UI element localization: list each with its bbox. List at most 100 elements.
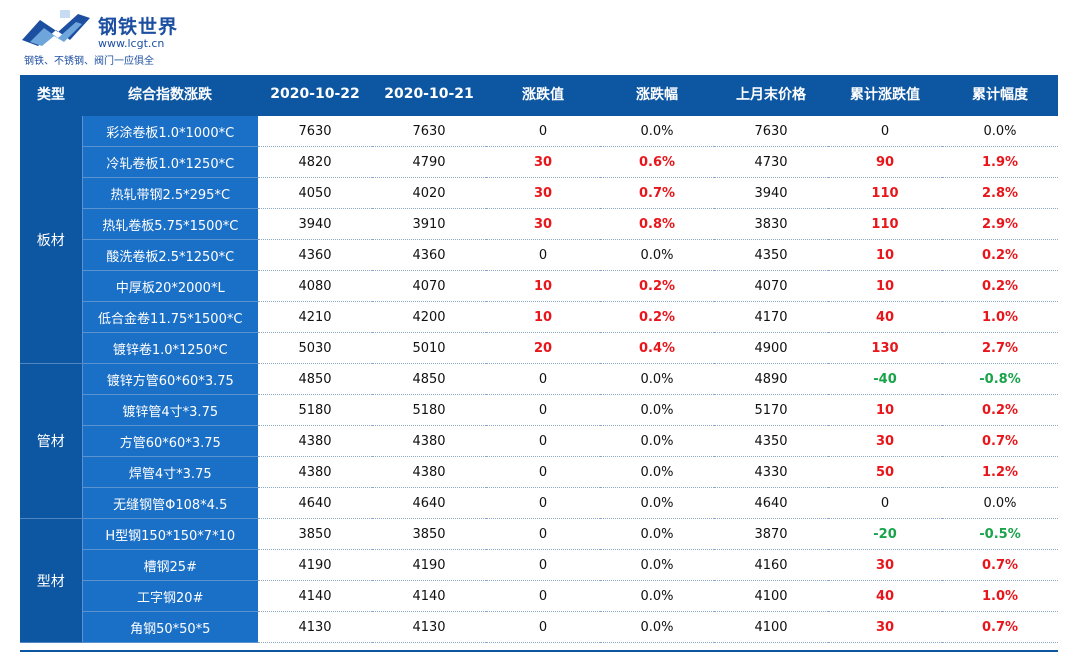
cumulative-change-cell: -40 bbox=[828, 363, 942, 395]
change-value-cell: 30 bbox=[486, 146, 600, 178]
header-date-1: 2020-10-22 bbox=[258, 75, 372, 115]
cumulative-pct-cell: 1.0% bbox=[942, 580, 1058, 612]
cumulative-pct-cell: 0.2% bbox=[942, 270, 1058, 302]
change-value-cell: 0 bbox=[486, 518, 600, 550]
price-2020-10-22-cell: 4640 bbox=[258, 487, 372, 519]
price-2020-10-22-cell: 3850 bbox=[258, 518, 372, 550]
price-2020-10-21-cell: 4140 bbox=[372, 580, 486, 612]
table-row: 槽钢25# 4190 4190 0 0.0% 4160 30 0.7% bbox=[20, 549, 1058, 581]
change-pct-cell: 0.6% bbox=[600, 146, 714, 178]
price-2020-10-22-cell: 3940 bbox=[258, 208, 372, 240]
change-pct-cell: 0.0% bbox=[600, 611, 714, 643]
change-value-cell: 0 bbox=[486, 113, 600, 147]
change-value-cell: 0 bbox=[486, 611, 600, 643]
product-name-cell: 冷轧卷板1.0*1250*C bbox=[81, 146, 258, 178]
price-2020-10-21-cell: 5010 bbox=[372, 332, 486, 364]
price-2020-10-21-cell: 7630 bbox=[372, 113, 486, 147]
change-pct-cell: 0.7% bbox=[600, 177, 714, 209]
change-value-cell: 0 bbox=[486, 363, 600, 395]
product-name-cell: 热轧带钢2.5*295*C bbox=[81, 177, 258, 209]
price-2020-10-21-cell: 5180 bbox=[372, 394, 486, 426]
cumulative-change-cell: 110 bbox=[828, 177, 942, 209]
price-2020-10-21-cell: 3910 bbox=[372, 208, 486, 240]
price-2020-10-22-cell: 4380 bbox=[258, 425, 372, 457]
price-2020-10-21-cell: 4380 bbox=[372, 425, 486, 457]
cumulative-pct-cell: 0.0% bbox=[942, 113, 1058, 147]
table-row: 中厚板20*2000*L 4080 4070 10 0.2% 4070 10 0.2% bbox=[20, 270, 1058, 302]
product-name-cell: 方管60*60*3.75 bbox=[81, 425, 258, 457]
price-2020-10-22-cell: 4850 bbox=[258, 363, 372, 395]
last-month-price-cell: 3830 bbox=[714, 208, 828, 240]
cumulative-pct-cell: 0.7% bbox=[942, 611, 1058, 643]
price-2020-10-22-cell: 4130 bbox=[258, 611, 372, 643]
header-change: 涨跌值 bbox=[486, 75, 600, 115]
cumulative-change-cell: 40 bbox=[828, 580, 942, 612]
table-row: 酸洗卷板2.5*1250*C 4360 4360 0 0.0% 4350 10 0.2% bbox=[20, 239, 1058, 271]
cumulative-pct-cell: 2.7% bbox=[942, 332, 1058, 364]
change-value-cell: 0 bbox=[486, 549, 600, 581]
price-2020-10-22-cell: 4190 bbox=[258, 549, 372, 581]
category-cell: 管材 bbox=[20, 363, 82, 519]
price-2020-10-21-cell: 4790 bbox=[372, 146, 486, 178]
price-2020-10-21-cell: 4070 bbox=[372, 270, 486, 302]
cumulative-change-cell: 40 bbox=[828, 301, 942, 333]
change-pct-cell: 0.0% bbox=[600, 113, 714, 147]
cumulative-pct-cell: 0.7% bbox=[942, 549, 1058, 581]
price-2020-10-22-cell: 7630 bbox=[258, 113, 372, 147]
table-row: 管材 镀锌方管60*60*3.75 4850 4850 0 0.0% 4890 -40 -0.8… bbox=[20, 363, 1058, 519]
product-name-cell: H型钢150*150*7*10 bbox=[81, 518, 258, 550]
category-cell: 板材 bbox=[20, 113, 82, 364]
price-2020-10-21-cell: 4850 bbox=[372, 363, 486, 395]
product-name-cell: 焊管4寸*3.75 bbox=[81, 456, 258, 488]
table-row: 方管60*60*3.75 4380 4380 0 0.0% 4350 30 0.7% bbox=[20, 425, 1058, 457]
table-row: 角钢50*50*5 4130 4130 0 0.0% 4100 30 0.7% bbox=[20, 611, 1058, 643]
product-name-cell: 无缝钢管Φ108*4.5 bbox=[81, 487, 258, 519]
last-month-price-cell: 4350 bbox=[714, 425, 828, 457]
cumulative-change-cell: 0 bbox=[828, 113, 942, 147]
header-date-2: 2020-10-21 bbox=[372, 75, 486, 115]
cumulative-pct-cell: -0.8% bbox=[942, 363, 1058, 395]
table-header-row: 类型 综合指数涨跌 2020-10-22 2020-10-21 涨跌值 涨跌幅 … bbox=[20, 75, 1058, 115]
product-name-cell: 热轧卷板5.75*1500*C bbox=[81, 208, 258, 240]
cumulative-pct-cell: 0.0% bbox=[942, 487, 1058, 519]
cumulative-change-cell: 10 bbox=[828, 239, 942, 271]
last-month-price-cell: 4900 bbox=[714, 332, 828, 364]
cumulative-pct-cell: 2.9% bbox=[942, 208, 1058, 240]
product-name-cell: 镀锌管4寸*3.75 bbox=[81, 394, 258, 426]
change-value-cell: 0 bbox=[486, 456, 600, 488]
last-month-price-cell: 4070 bbox=[714, 270, 828, 302]
table-row: 热轧卷板5.75*1500*C 3940 3910 30 0.8% 3830 110 2.9% bbox=[20, 208, 1058, 240]
price-2020-10-21-cell: 4020 bbox=[372, 177, 486, 209]
change-pct-cell: 0.0% bbox=[600, 549, 714, 581]
price-2020-10-21-cell: 4640 bbox=[372, 487, 486, 519]
price-2020-10-22-cell: 4380 bbox=[258, 456, 372, 488]
cumulative-pct-cell: 2.8% bbox=[942, 177, 1058, 209]
change-pct-cell: 0.0% bbox=[600, 518, 714, 550]
header-cumulative-pct: 累计幅度 bbox=[942, 75, 1058, 115]
change-value-cell: 20 bbox=[486, 332, 600, 364]
table-row: 焊管4寸*3.75 4380 4380 0 0.0% 4330 50 1.2% bbox=[20, 456, 1058, 488]
last-month-price-cell: 3940 bbox=[714, 177, 828, 209]
price-2020-10-22-cell: 4360 bbox=[258, 239, 372, 271]
table-row: 镀锌卷1.0*1250*C 5030 5010 20 0.4% 4900 130 2.7% bbox=[20, 332, 1058, 364]
last-month-price-cell: 4170 bbox=[714, 301, 828, 333]
last-month-price-cell: 4640 bbox=[714, 487, 828, 519]
product-name-cell: 低合金卷11.75*1500*C bbox=[81, 301, 258, 333]
cumulative-change-cell: 110 bbox=[828, 208, 942, 240]
table-row: 无缝钢管Φ108*4.5 4640 4640 0 0.0% 4640 0 0.0% bbox=[20, 487, 1058, 519]
cumulative-change-cell: 90 bbox=[828, 146, 942, 178]
last-month-price-cell: 3870 bbox=[714, 518, 828, 550]
change-value-cell: 10 bbox=[486, 301, 600, 333]
price-2020-10-22-cell: 4820 bbox=[258, 146, 372, 178]
price-2020-10-21-cell: 4130 bbox=[372, 611, 486, 643]
change-pct-cell: 0.0% bbox=[600, 456, 714, 488]
change-pct-cell: 0.2% bbox=[600, 301, 714, 333]
last-month-price-cell: 4330 bbox=[714, 456, 828, 488]
product-name-cell: 角钢50*50*5 bbox=[81, 611, 258, 643]
header-index: 综合指数涨跌 bbox=[82, 75, 258, 115]
change-value-cell: 0 bbox=[486, 239, 600, 271]
change-value-cell: 30 bbox=[486, 177, 600, 209]
steel-world-logo-icon bbox=[22, 10, 90, 46]
table-row: 板材 彩涂卷板1.0*1000*C 7630 7630 0 0.0% 7630 0 0.0% bbox=[20, 113, 1058, 364]
cumulative-pct-cell: 0.2% bbox=[942, 394, 1058, 426]
